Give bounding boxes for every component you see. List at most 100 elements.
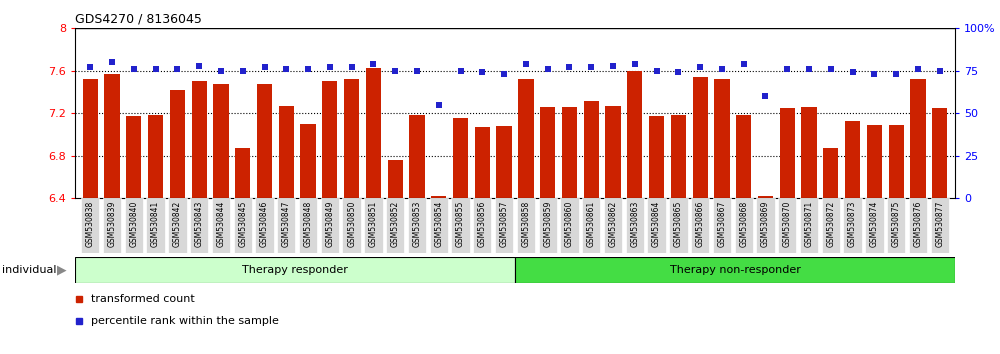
- FancyBboxPatch shape: [778, 198, 796, 253]
- Bar: [518, 79, 534, 198]
- Point: [387, 68, 403, 74]
- Bar: [279, 106, 294, 198]
- Bar: [344, 79, 359, 198]
- Bar: [496, 126, 512, 198]
- FancyBboxPatch shape: [364, 198, 383, 253]
- Text: percentile rank within the sample: percentile rank within the sample: [91, 316, 279, 326]
- Point: [191, 63, 207, 69]
- Bar: [845, 121, 860, 198]
- FancyBboxPatch shape: [735, 198, 753, 253]
- Text: GSM530867: GSM530867: [717, 201, 726, 247]
- Point: [431, 102, 447, 108]
- FancyBboxPatch shape: [430, 198, 448, 253]
- Text: GSM530863: GSM530863: [630, 201, 639, 247]
- Bar: [257, 84, 272, 198]
- Bar: [584, 101, 599, 198]
- FancyBboxPatch shape: [887, 198, 905, 253]
- FancyBboxPatch shape: [408, 198, 426, 253]
- Point: [823, 66, 839, 72]
- FancyBboxPatch shape: [800, 198, 818, 253]
- Point: [866, 72, 882, 77]
- Text: GSM530838: GSM530838: [86, 201, 95, 247]
- Bar: [475, 127, 490, 198]
- Text: ▶: ▶: [57, 263, 67, 276]
- Bar: [409, 115, 425, 198]
- Bar: [823, 148, 838, 198]
- Text: GSM530857: GSM530857: [500, 201, 509, 247]
- Point: [453, 68, 469, 74]
- Text: GSM530856: GSM530856: [478, 201, 487, 247]
- FancyBboxPatch shape: [582, 198, 600, 253]
- FancyBboxPatch shape: [626, 198, 644, 253]
- Text: GSM530855: GSM530855: [456, 201, 465, 247]
- Point: [257, 64, 273, 70]
- Bar: [126, 116, 141, 198]
- Bar: [515, 257, 955, 283]
- Text: individual: individual: [2, 265, 56, 275]
- FancyBboxPatch shape: [168, 198, 187, 253]
- Point: [322, 64, 338, 70]
- FancyBboxPatch shape: [81, 198, 99, 253]
- FancyBboxPatch shape: [539, 198, 557, 253]
- Text: GSM530866: GSM530866: [696, 201, 705, 247]
- Point: [409, 68, 425, 74]
- Bar: [388, 160, 403, 198]
- Point: [169, 66, 185, 72]
- Point: [148, 66, 164, 72]
- Point: [365, 61, 381, 67]
- Point: [235, 68, 251, 74]
- Text: GDS4270 / 8136045: GDS4270 / 8136045: [75, 13, 202, 26]
- Text: Therapy non-responder: Therapy non-responder: [670, 265, 800, 275]
- Text: GSM530840: GSM530840: [129, 201, 138, 247]
- Text: GSM530848: GSM530848: [304, 201, 313, 247]
- FancyBboxPatch shape: [713, 198, 731, 253]
- Point: [474, 70, 490, 75]
- Text: GSM530844: GSM530844: [216, 201, 225, 247]
- Bar: [714, 79, 730, 198]
- Text: GSM530842: GSM530842: [173, 201, 182, 247]
- Bar: [605, 106, 621, 198]
- Point: [801, 66, 817, 72]
- FancyBboxPatch shape: [386, 198, 404, 253]
- Bar: [693, 77, 708, 198]
- Text: transformed count: transformed count: [91, 295, 195, 304]
- Bar: [192, 81, 207, 198]
- Point: [670, 70, 686, 75]
- Text: GSM530871: GSM530871: [805, 201, 814, 247]
- Point: [714, 66, 730, 72]
- Bar: [736, 115, 751, 198]
- FancyBboxPatch shape: [647, 198, 666, 253]
- Bar: [758, 196, 773, 198]
- Bar: [75, 257, 515, 283]
- FancyBboxPatch shape: [669, 198, 688, 253]
- Point: [932, 68, 948, 74]
- Text: GSM530868: GSM530868: [739, 201, 748, 247]
- Point: [910, 66, 926, 72]
- Text: GSM530852: GSM530852: [391, 201, 400, 247]
- FancyBboxPatch shape: [843, 198, 862, 253]
- Point: [779, 66, 795, 72]
- FancyBboxPatch shape: [255, 198, 274, 253]
- FancyBboxPatch shape: [146, 198, 165, 253]
- Point: [757, 93, 773, 99]
- Bar: [627, 71, 642, 198]
- Bar: [932, 108, 947, 198]
- Bar: [235, 148, 250, 198]
- FancyBboxPatch shape: [321, 198, 339, 253]
- FancyBboxPatch shape: [909, 198, 927, 253]
- Text: GSM530870: GSM530870: [783, 201, 792, 247]
- Bar: [213, 84, 229, 198]
- FancyBboxPatch shape: [342, 198, 361, 253]
- Text: GSM530876: GSM530876: [913, 201, 922, 247]
- FancyBboxPatch shape: [234, 198, 252, 253]
- Text: GSM530853: GSM530853: [412, 201, 421, 247]
- Text: GSM530859: GSM530859: [543, 201, 552, 247]
- Point: [496, 72, 512, 77]
- Point: [344, 64, 360, 70]
- Bar: [540, 107, 555, 198]
- Text: GSM530846: GSM530846: [260, 201, 269, 247]
- Bar: [889, 125, 904, 198]
- Bar: [801, 107, 817, 198]
- Text: GSM530877: GSM530877: [935, 201, 944, 247]
- Point: [692, 64, 708, 70]
